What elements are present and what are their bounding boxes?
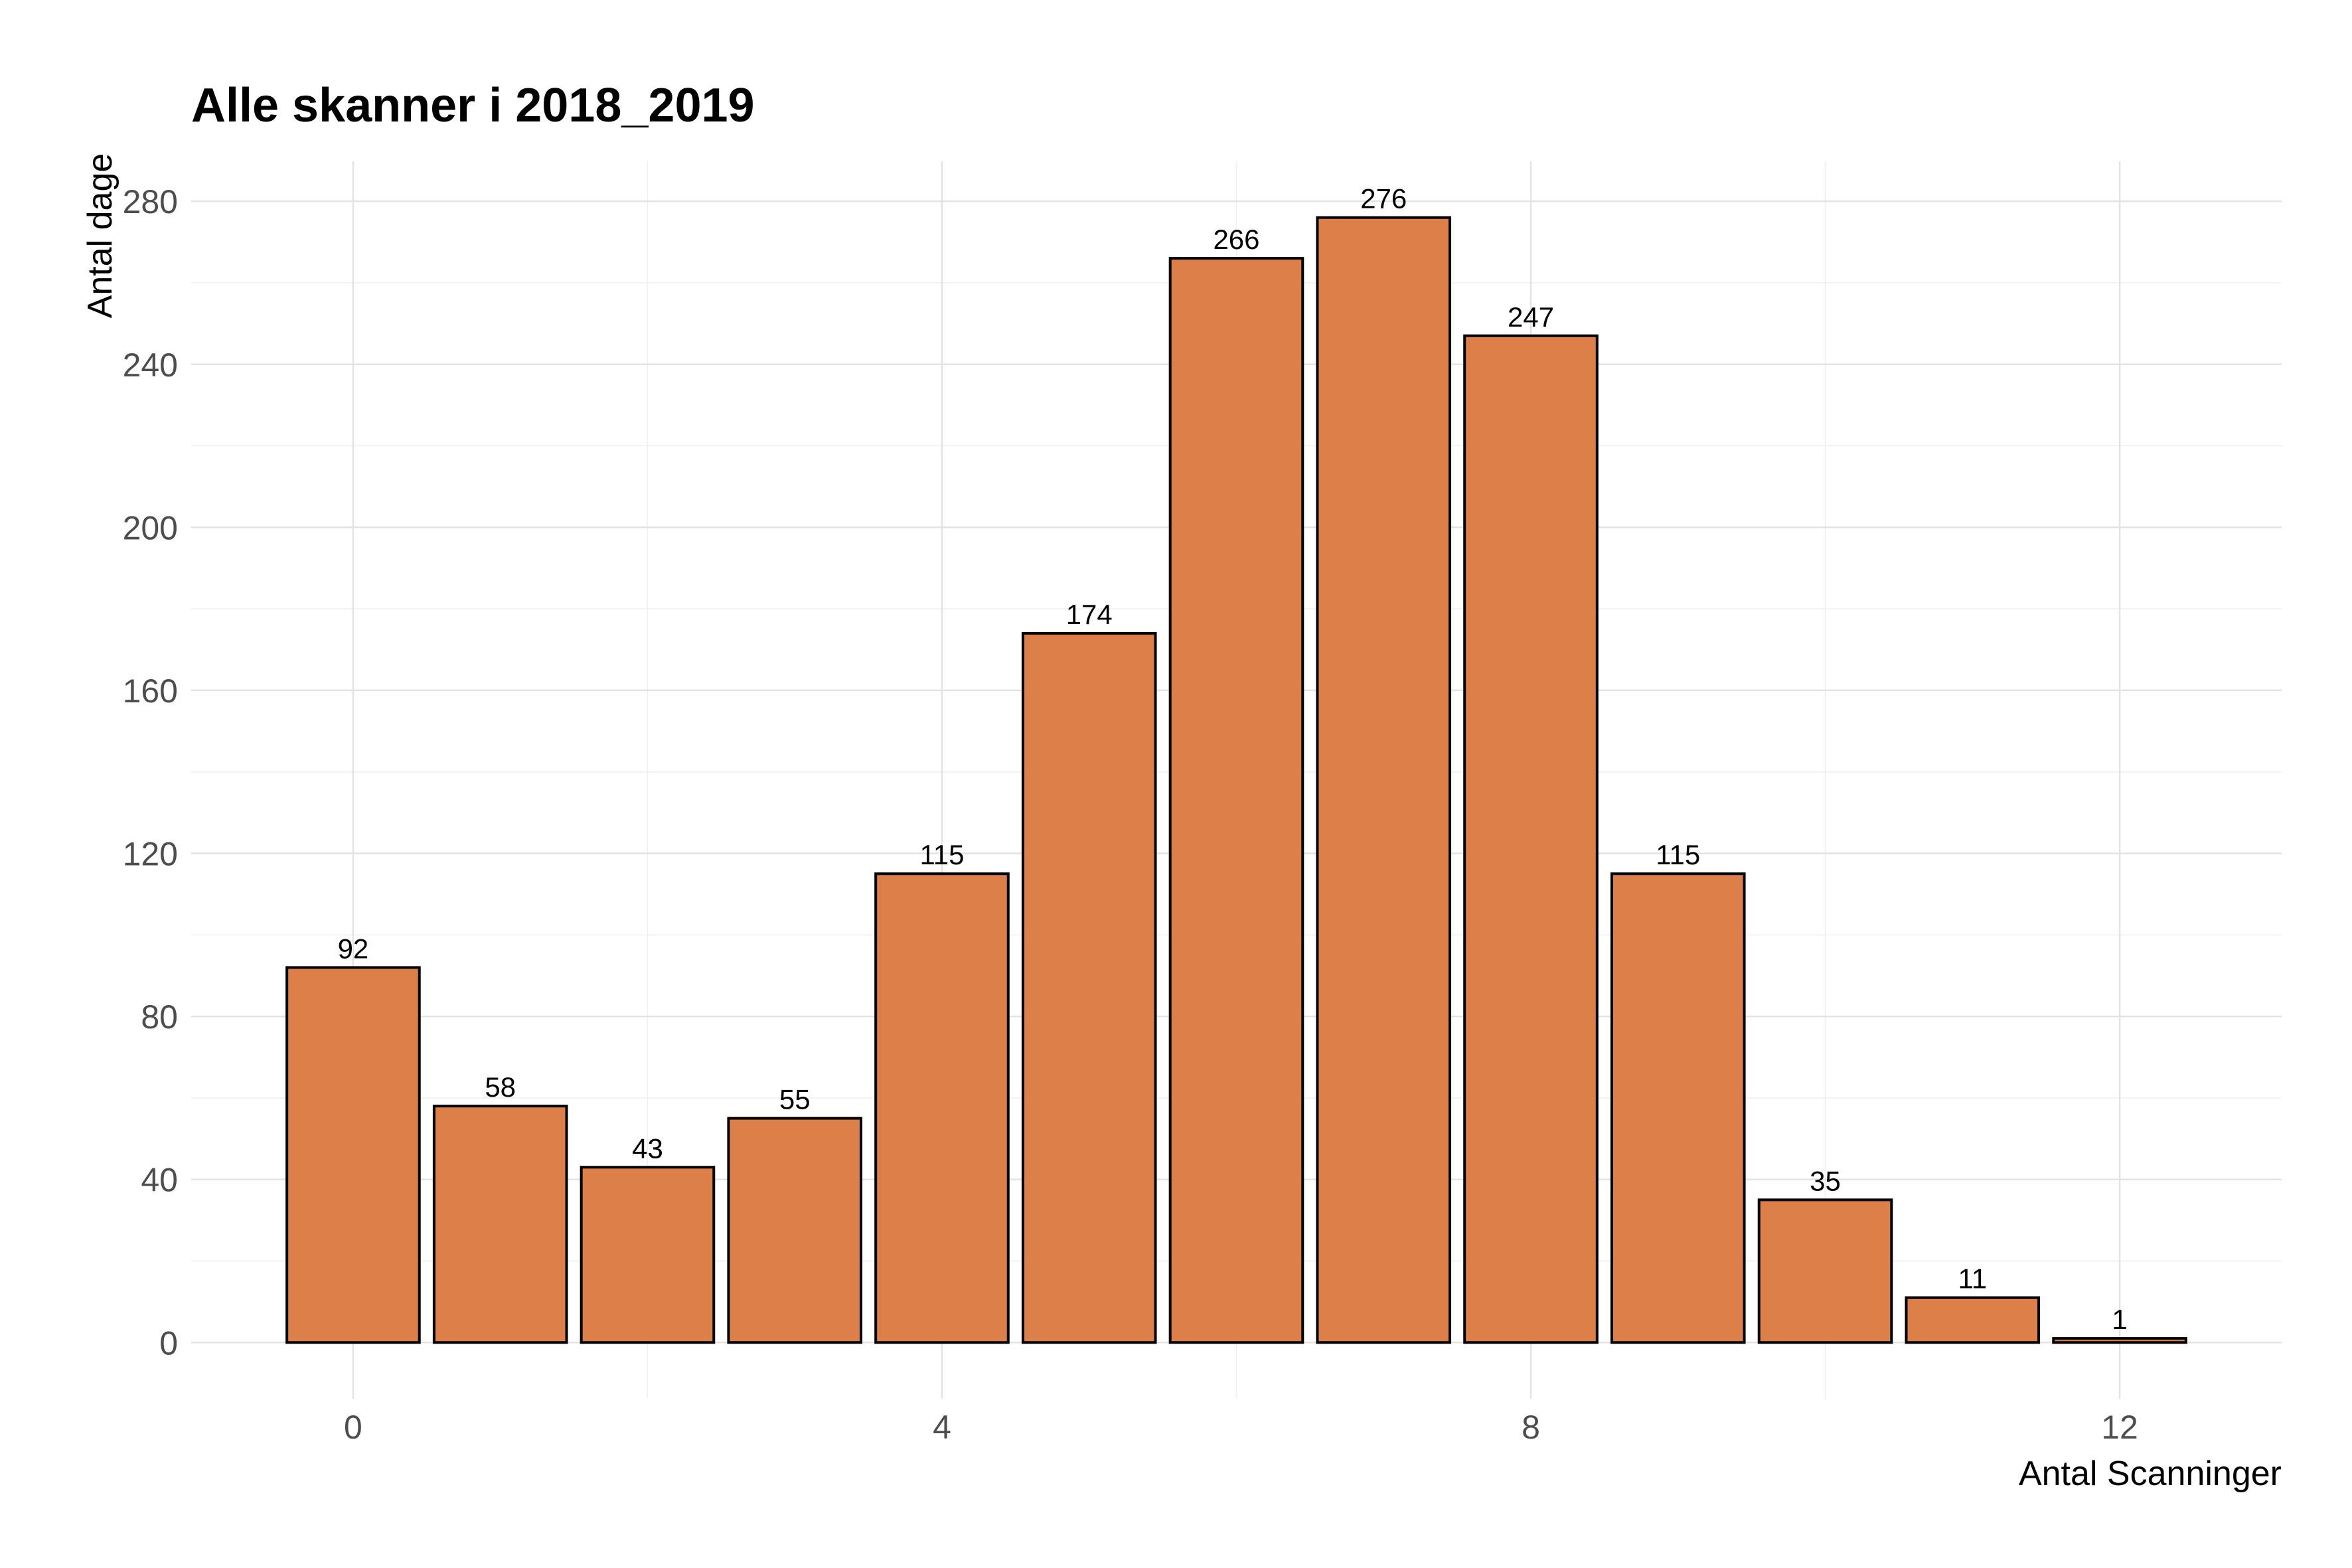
bar-value-label-12: 1 — [2112, 1304, 2127, 1335]
y-tick-label-40: 40 — [141, 1162, 178, 1199]
bar-value-label-1: 58 — [485, 1071, 516, 1103]
y-tick-label-200: 200 — [123, 509, 178, 546]
y-tick-label-0: 0 — [159, 1324, 178, 1362]
bar-10 — [1757, 1198, 1893, 1344]
bar-value-label-7: 276 — [1360, 183, 1407, 214]
bar-value-label-6: 266 — [1213, 224, 1259, 255]
bar-value-label-2: 43 — [632, 1133, 663, 1164]
bar-9 — [1610, 872, 1746, 1344]
y-tick-label-120: 120 — [123, 836, 178, 873]
x-tick-label-0: 0 — [344, 1409, 362, 1446]
bar-value-label-4: 115 — [919, 839, 964, 870]
y-axis-ticks: 0 40 80 120 160 200 240 280 — [123, 183, 178, 1362]
x-tick-label-4: 4 — [933, 1409, 951, 1446]
x-axis-ticks: 0 4 8 12 — [344, 1409, 2138, 1446]
bar-value-label-3: 55 — [779, 1084, 811, 1115]
y-axis-title: Antal dage — [81, 153, 119, 319]
x-tick-label-8: 8 — [1522, 1409, 1540, 1446]
x-axis-title: Antal Scanninger — [2019, 1454, 2282, 1493]
y-tick-label-280: 280 — [123, 183, 178, 220]
bar-value-label-10: 35 — [1810, 1165, 1841, 1196]
bar-11 — [1905, 1296, 2041, 1344]
bar-4 — [874, 872, 1010, 1344]
bar-0 — [285, 966, 421, 1344]
chart-title: Alle skanner i 2018_2019 — [191, 79, 755, 132]
y-tick-label-80: 80 — [141, 998, 178, 1036]
y-tick-label-240: 240 — [123, 347, 178, 384]
bar-7 — [1316, 216, 1452, 1344]
bar-8 — [1463, 334, 1599, 1344]
bar-3 — [727, 1117, 863, 1344]
bar-value-label-0: 92 — [338, 933, 369, 964]
bar-1 — [432, 1105, 568, 1344]
bar-6 — [1168, 257, 1304, 1344]
y-tick-label-160: 160 — [123, 672, 178, 710]
bar-value-label-5: 174 — [1066, 599, 1113, 630]
x-tick-label-12: 12 — [2101, 1409, 2138, 1446]
bar-12 — [2052, 1337, 2187, 1344]
bar-2 — [580, 1166, 716, 1344]
bar-5 — [1021, 631, 1157, 1344]
bars — [285, 216, 2187, 1344]
bar-value-label-9: 115 — [1656, 839, 1700, 870]
bar-value-label-11: 11 — [1958, 1263, 1987, 1294]
bar-value-label-8: 247 — [1508, 301, 1554, 333]
